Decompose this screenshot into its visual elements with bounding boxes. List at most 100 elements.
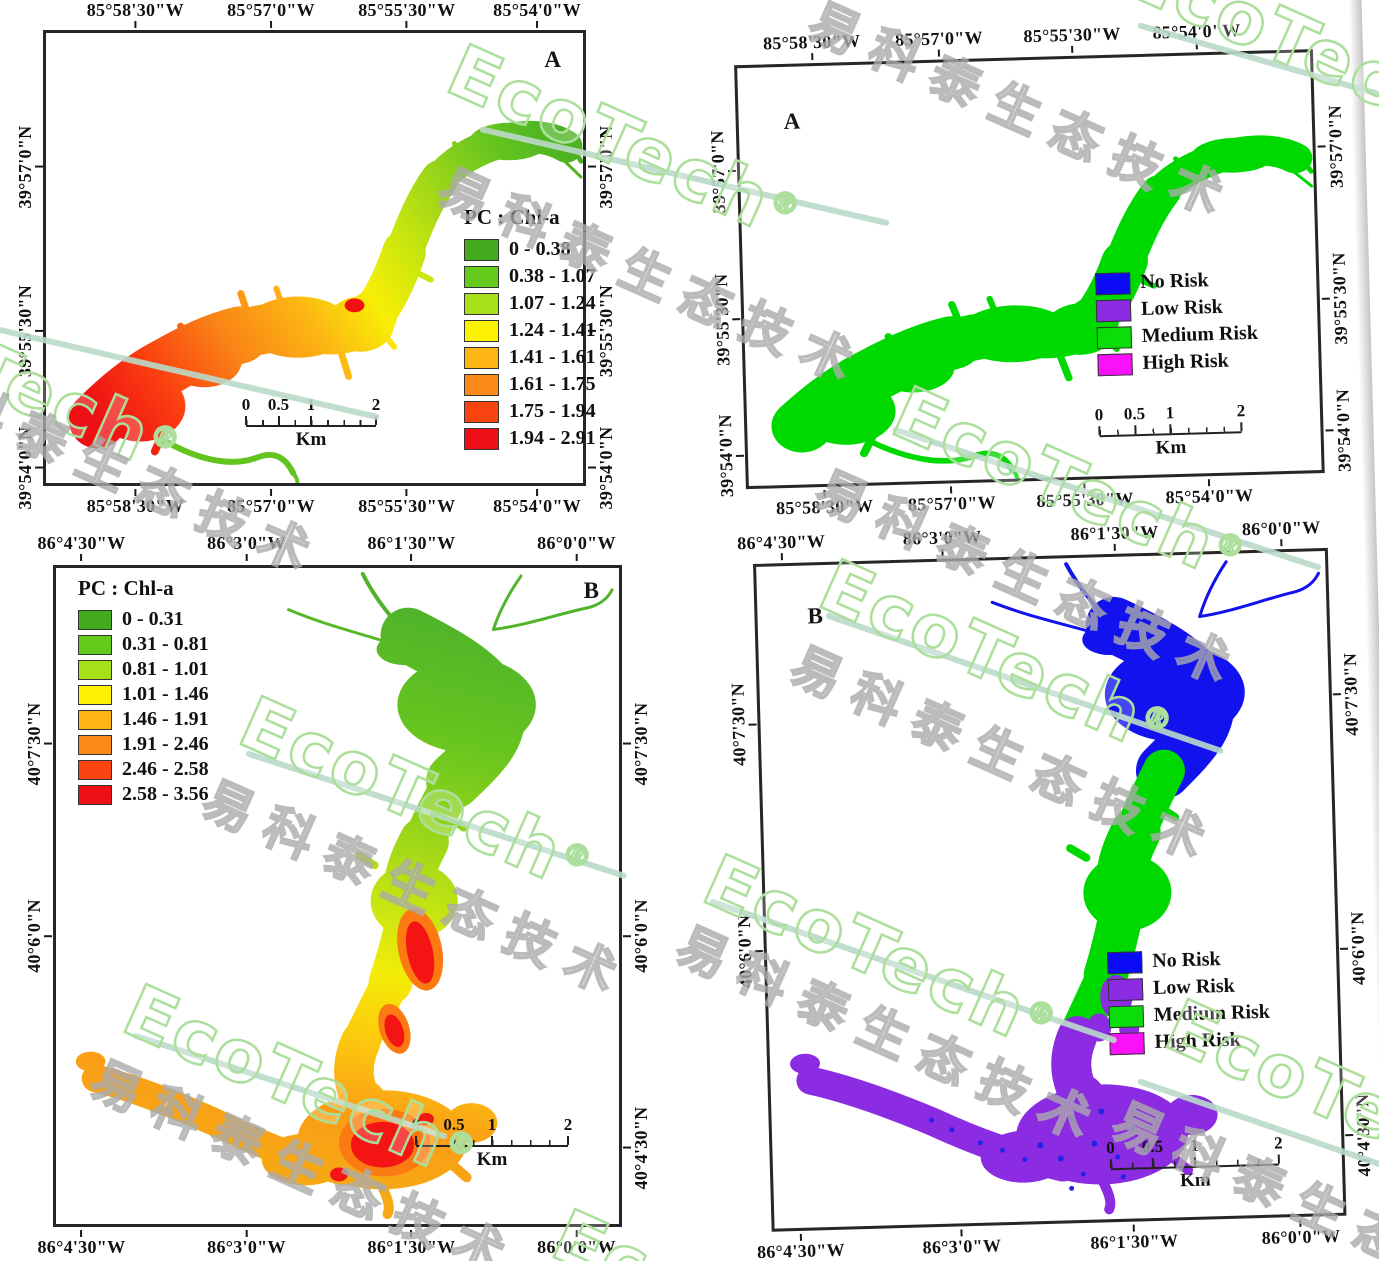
scale-unit: Km <box>1179 1169 1211 1192</box>
tick-mark <box>575 1230 578 1237</box>
x-tick: 85°55'30"W <box>358 489 455 517</box>
tick-label: 40°7'30"N <box>726 683 750 767</box>
y-tick: 39°57'0"N <box>700 130 737 214</box>
legend-swatch <box>78 734 112 755</box>
scale-bar-line <box>1109 1154 1280 1171</box>
tick-label: 86°1'30"W <box>1070 521 1159 545</box>
tick-label: 39°54'0"N <box>1331 388 1355 472</box>
scale-major-tick <box>1277 1154 1280 1164</box>
tick-mark <box>1345 1134 1354 1137</box>
tick-label: 39°57'0"N <box>1323 104 1347 188</box>
tick-mark <box>536 21 539 28</box>
tick-mark <box>134 21 137 28</box>
y-tick: 40°7'30"N <box>17 702 52 785</box>
x-axis-bottom: 85°58'30"W 85°57'0"W 85°55'30"W 85°54'0"W <box>746 476 1326 520</box>
x-tick: 85°54'0"W <box>493 489 581 517</box>
legend-label: No Risk <box>1151 948 1221 972</box>
tick-label: 86°4'30"W <box>756 1239 846 1261</box>
x-tick: 86°3'0"W <box>922 1228 1001 1258</box>
lake-map-a-risk <box>737 52 1321 486</box>
chinese-watermark: 易科泰生态技术 <box>81 1049 529 1261</box>
tick-label: 86°0'0"W <box>537 1237 616 1257</box>
legend-item: 2.58 - 3.56 <box>78 782 209 807</box>
tick-mark <box>270 489 273 496</box>
x-tick: 85°57'0"W <box>227 0 315 28</box>
tick-mark <box>1332 693 1341 696</box>
tick-mark <box>80 554 83 561</box>
lake-map-a-pc <box>46 33 583 483</box>
tick-label: 85°55'30"W <box>1023 23 1121 47</box>
y-axis-left: 39°57'0"N 39°55'30"N 39°54'0"N <box>8 30 43 509</box>
legend-swatch <box>1095 271 1131 295</box>
tick-mark <box>748 723 757 726</box>
y-tick: 39°55'30"N <box>704 274 741 367</box>
legend-swatch <box>464 292 499 315</box>
x-tick: 85°58'30"W <box>763 31 861 62</box>
tick-mark <box>588 329 596 332</box>
scale-number: 0.5 <box>1141 1136 1164 1157</box>
x-tick: 85°54'0"W <box>493 0 581 28</box>
scale-number: 2 <box>1273 1133 1283 1153</box>
scale-major-tick <box>453 1136 455 1145</box>
y-tick: 40°7'30"N <box>623 702 658 785</box>
y-axis-left: 40°7'30"N 40°6'0"N <box>17 565 52 1227</box>
tick-mark <box>1071 45 1074 53</box>
tick-label: 86°4'30"W <box>37 1237 126 1257</box>
legend-item: 1.46 - 1.91 <box>78 707 209 732</box>
legend-swatch <box>464 400 499 423</box>
legend-item: Low Risk <box>1095 293 1258 324</box>
legend-item: 0 - 0.31 <box>78 607 209 632</box>
tick-mark <box>270 21 273 28</box>
y-tick: 39°55'30"N <box>8 285 43 377</box>
y-tick: 39°54'0"N <box>1325 388 1361 472</box>
legend-label: No Risk <box>1140 269 1209 294</box>
scale-major-tick <box>567 1136 569 1145</box>
scale-major-tick <box>491 1136 493 1145</box>
tick-mark <box>245 554 248 561</box>
legend-swatch <box>1096 325 1133 349</box>
tick-mark <box>960 1229 963 1237</box>
tick-mark <box>35 466 43 469</box>
legend-item: 1.41 - 1.61 <box>464 344 596 371</box>
legend-swatch <box>464 346 499 369</box>
legend-label: Medium Risk <box>1141 321 1259 348</box>
x-tick: 85°55'30"W <box>1023 24 1121 55</box>
legend-swatch <box>78 784 112 805</box>
tick-mark <box>941 548 944 556</box>
lake-map-b-risk <box>756 551 1343 1229</box>
x-tick: 86°3'0"W <box>207 533 286 561</box>
tick-label: 86°0'0"W <box>537 533 616 553</box>
scale-major-tick <box>1240 422 1243 432</box>
legend-item: 2.46 - 2.58 <box>78 757 209 782</box>
scale-major-tick <box>415 1136 417 1145</box>
legend-swatch <box>1106 950 1143 974</box>
tick-label: 85°54'0"W <box>493 0 582 20</box>
legend-swatch <box>78 709 112 730</box>
legend-label: 1.01 - 1.46 <box>122 683 209 705</box>
tick-mark <box>823 489 826 497</box>
legend-label: 1.61 - 1.75 <box>509 373 596 395</box>
scale-number: 0 <box>1094 405 1104 425</box>
y-tick: 39°57'0"N <box>1317 104 1353 188</box>
scale-bar-numbers: 0 0.5 1 2 <box>1106 1133 1283 1160</box>
map-frame-a-pc: A PC : Chl-a 0 - 0.38 0.38 - 1.07 1.07 - 1… <box>43 30 596 486</box>
scale-unit: Km <box>476 1149 508 1170</box>
x-tick: 86°1'30"W <box>1090 1223 1179 1253</box>
scale-major-tick <box>1151 1158 1155 1168</box>
x-tick: 86°1'30"W <box>368 1230 456 1258</box>
legend-swatch <box>464 238 499 261</box>
tick-label: 86°4'30"W <box>37 533 126 553</box>
scale-number: 1 <box>306 395 316 414</box>
tick-label: 86°1'30"W <box>367 533 456 553</box>
tick-mark <box>1280 539 1283 547</box>
lake-map-b-pc <box>56 568 619 1224</box>
x-tick: 85°57'0"W <box>895 27 984 57</box>
legend-risk-a: No Risk Low Risk Medium Risk High Risk <box>1095 266 1259 378</box>
tick-mark <box>80 1230 83 1237</box>
y-tick: 40°7'30"N <box>1332 652 1369 736</box>
y-tick: 39°54'0"N <box>588 426 623 509</box>
legend-swatch <box>1108 1004 1145 1028</box>
legend-item: 1.94 - 2.91 <box>464 425 596 452</box>
